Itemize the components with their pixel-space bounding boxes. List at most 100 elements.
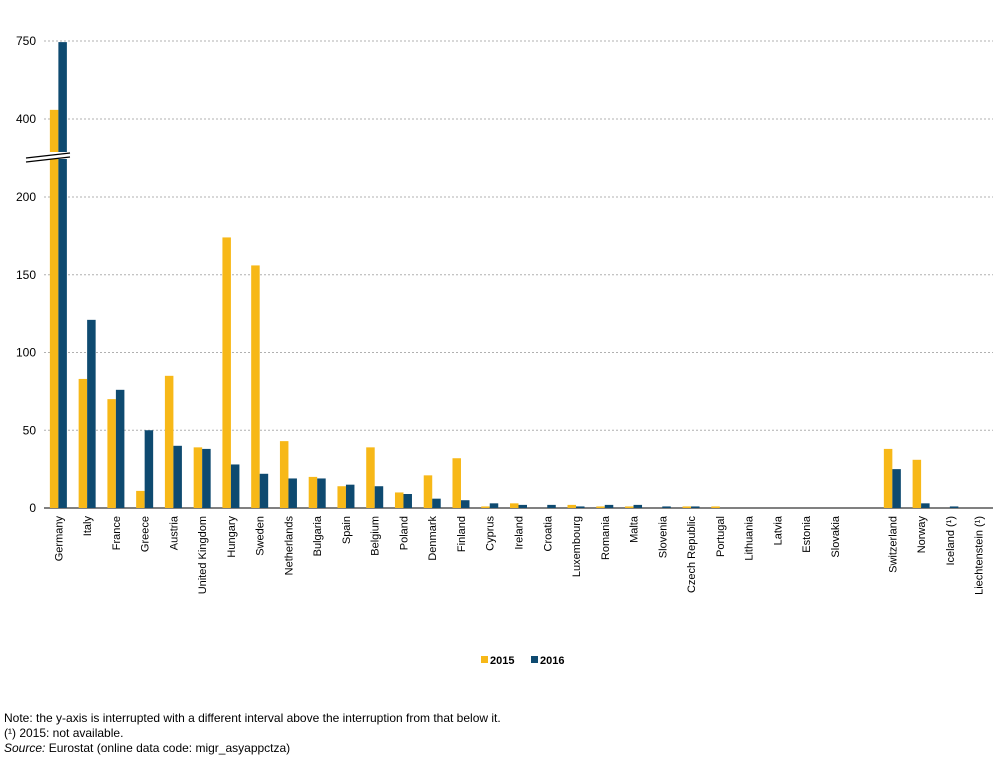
bar-2015: [193, 447, 203, 508]
bar-2015: [452, 458, 461, 508]
x-category-label: Czech Republic: [686, 516, 698, 594]
x-category-label: Denmark: [427, 516, 439, 561]
bar-2015: [366, 447, 375, 508]
x-category-label: United Kingdom: [197, 516, 209, 594]
note-not-available: (¹) 2015: not available.: [4, 726, 124, 740]
bar-2016: [633, 504, 643, 508]
bar-2015: [510, 503, 519, 508]
y-tick-label: 0: [29, 501, 36, 515]
y-tick-label: 200: [16, 190, 36, 204]
bar-2015: [567, 504, 577, 508]
bar-2016: [317, 478, 326, 508]
bar-2016: [87, 319, 96, 508]
x-category-label: Poland: [398, 516, 410, 550]
legend-swatch-2015: [481, 656, 488, 663]
bar-2016: [949, 506, 959, 508]
bar-2016: [58, 42, 67, 508]
x-category-label: Norway: [916, 516, 928, 554]
bar-2016: [259, 473, 269, 508]
bar-2016: [547, 504, 556, 508]
y-tick-label: 50: [23, 423, 37, 437]
source-line: Source: Eurostat (online data code: migr…: [4, 741, 501, 756]
bar-2015: [394, 492, 404, 508]
bar-2016: [403, 494, 412, 508]
x-category-label: Liechtenstein (¹): [974, 516, 986, 595]
x-category-label: Sweden: [255, 516, 267, 556]
bar-2016: [892, 469, 901, 508]
bar-2016: [202, 448, 211, 508]
bar-2016: [432, 498, 441, 508]
bar-2015: [711, 506, 720, 508]
legend-label-2016: 2016: [540, 655, 564, 667]
bar-2016: [576, 506, 585, 508]
x-category-label: Croatia: [542, 515, 554, 551]
x-category-label: Latvia: [772, 515, 784, 545]
bar-2016: [345, 484, 355, 508]
bar-2016: [921, 503, 930, 508]
bar-2016: [374, 486, 384, 508]
bar-2015: [279, 441, 289, 508]
bar-2016: [144, 430, 154, 508]
x-category-label: Lithuania: [744, 515, 756, 561]
bar-2015: [883, 448, 893, 508]
bar-2015: [308, 476, 318, 508]
bar-2015: [78, 378, 88, 508]
bar-2016: [604, 504, 614, 508]
bar-2016: [489, 503, 499, 508]
bar-2015: [107, 399, 116, 508]
bar-2015: [596, 506, 605, 508]
bar-2015: [423, 475, 433, 508]
bar-2016: [691, 506, 700, 508]
x-category-label: Switzerland: [887, 516, 899, 573]
y-tick-label: 750: [16, 34, 36, 48]
legend-swatch-2016: [531, 656, 538, 663]
bar-2015: [481, 506, 490, 508]
x-category-label: Slovakia: [830, 515, 842, 557]
x-category-label: Luxembourg: [571, 516, 583, 577]
x-category-label: Portugal: [715, 516, 727, 557]
bar-2016: [662, 506, 671, 508]
x-category-label: Germany: [53, 516, 65, 562]
source-label: Source:: [4, 741, 46, 755]
x-category-label: Bulgaria: [312, 515, 324, 556]
x-category-label: France: [111, 516, 123, 550]
x-category-label: Cyprus: [485, 516, 497, 551]
bar-chart: 0 50 100 150 200 400 750 Germany Italy France Gree…: [16, 34, 993, 667]
y-tick-label: 150: [16, 268, 36, 282]
x-category-label: Ireland: [514, 516, 526, 550]
x-category-label: Netherlands: [283, 516, 295, 576]
chart-notes: Note: the y-axis is interrupted with a d…: [4, 711, 501, 756]
axis-break-line: [25, 152, 71, 159]
x-category-label: Hungary: [226, 516, 238, 558]
x-category-label: Malta: [629, 515, 641, 543]
x-category-label: Finland: [456, 516, 468, 552]
x-category-label: Belgium: [370, 516, 382, 556]
bar-2016: [173, 445, 182, 508]
source-text: Eurostat (online data code: migr_asyappc…: [48, 741, 291, 755]
bar-2016: [518, 504, 527, 508]
bar-2016: [460, 500, 470, 508]
x-category-label: Italy: [82, 516, 94, 537]
bar-2015: [682, 506, 692, 508]
bar-2015: [136, 490, 145, 508]
x-category-label: Greece: [140, 516, 152, 552]
bar-2016: [230, 464, 240, 508]
bar-2015: [164, 375, 174, 508]
x-category-label: Spain: [341, 516, 353, 544]
x-category-label: Iceland (¹): [945, 516, 957, 566]
axis-break-line: [25, 156, 71, 163]
x-category-label: Slovenia: [657, 515, 669, 558]
y-tick-label: 400: [16, 112, 36, 126]
bar-2015: [251, 265, 260, 508]
legend-label-2015: 2015: [490, 655, 514, 667]
y-tick-label: 100: [16, 346, 36, 360]
bar-2015: [912, 459, 922, 508]
note-axis-interruption: Note: the y-axis is interrupted with a d…: [4, 711, 501, 725]
bar-2015: [337, 486, 346, 508]
bar-2016: [288, 478, 297, 508]
x-category-label: Austria: [168, 515, 180, 550]
bar-2016: [115, 389, 125, 508]
bar-2015: [625, 506, 634, 508]
x-category-label: Romania: [600, 515, 612, 560]
bar-2015: [222, 237, 231, 508]
